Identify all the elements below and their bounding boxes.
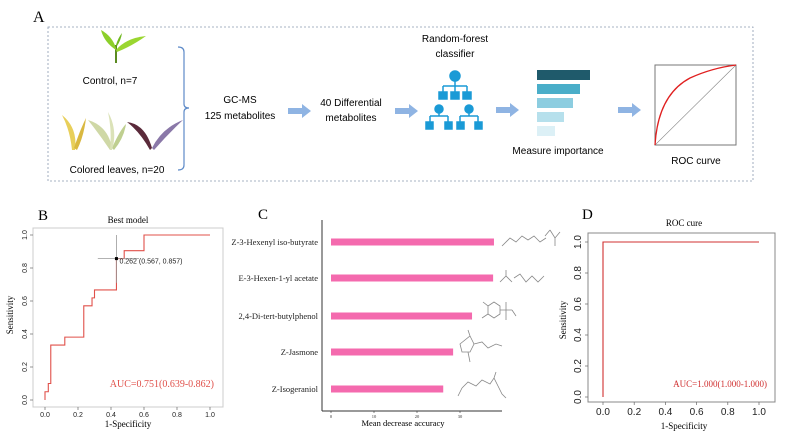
y-tick-label: 0.6	[22, 296, 29, 306]
gcms-label: GC-MS	[223, 95, 257, 106]
importance-bar	[331, 348, 454, 356]
importance-bar	[537, 126, 555, 136]
plot-frame	[587, 232, 776, 403]
importance-bar	[537, 70, 590, 80]
x-tick-label: 0.6	[139, 412, 149, 419]
best-threshold-point	[114, 257, 118, 261]
importance-bar	[537, 98, 573, 108]
x-axis-label: 1-Specificity	[105, 419, 152, 429]
x-tick-label: 0.8	[721, 407, 735, 418]
panel-b-best-model-chart: B Best model 1-Specificity Sensitivity A…	[5, 208, 224, 429]
panel-a: A Control, n=7 Colored leaves, n=20 GC-M…	[33, 9, 754, 182]
x-axis-label: Mean decrease accuracy	[361, 418, 445, 428]
roc-curve-line	[602, 241, 759, 397]
arrow-right-icon	[496, 103, 519, 117]
x-tick-label: 0.4	[106, 412, 116, 419]
auc-annotation: AUC=1.000(1.000-1.000)	[673, 379, 767, 389]
importance-label: Measure importance	[512, 146, 604, 157]
x-tick-label: 0.2	[627, 407, 641, 418]
bracket	[177, 46, 190, 171]
importance-bar	[331, 312, 473, 320]
x-tick-label: 0.2	[73, 412, 83, 419]
y-tick-label: 0.2	[573, 359, 584, 373]
importance-bars-icon	[537, 70, 590, 136]
x-tick-label: 10	[372, 414, 377, 419]
panel-d-roc-chart: D ROC cure 1-Specificity Sensitivity AUC…	[558, 207, 776, 431]
x-tick-label: 0	[330, 414, 333, 419]
panel-label-a: A	[33, 9, 45, 26]
importance-bar	[331, 238, 494, 246]
best-threshold-label: 0.262 (0.567, 0.857)	[119, 259, 182, 266]
rf-label: Random-forest	[422, 34, 488, 45]
y-tick-label: 0.6	[573, 297, 584, 311]
x-tick-label: 0.4	[658, 407, 672, 418]
arrow-right-icon	[288, 104, 311, 118]
auc-annotation: AUC=0.751(0.639-0.862)	[110, 379, 214, 390]
plot-frame	[32, 227, 224, 408]
y-tick-label: 0.0	[573, 390, 584, 404]
importance-bar	[537, 84, 580, 94]
control-leaf-icon	[101, 30, 146, 63]
y-tick-label: 1.0	[573, 235, 584, 249]
roc-label: ROC curve	[671, 156, 721, 167]
chart-title: ROC cure	[666, 218, 702, 228]
importance-bar	[331, 385, 444, 393]
y-tick-label: 0.8	[22, 263, 29, 273]
category-label: Z-Isogeraniol	[272, 384, 319, 394]
molecule-structures	[457, 229, 561, 399]
x-tick-label: 0.0	[40, 412, 50, 419]
y-tick-label: 0.8	[573, 266, 584, 280]
differential-label: 40 Differential	[320, 98, 382, 109]
y-tick-label: 0.4	[22, 329, 29, 339]
arrow-right-icon	[395, 104, 418, 118]
panel-c-importance-chart: C Mean decrease accuracy Z-3-Hexenyl iso…	[231, 207, 561, 428]
x-tick-label: 1.0	[205, 412, 215, 419]
x-tick-label: 30	[458, 414, 463, 419]
roc-curve-icon	[654, 64, 737, 146]
roc-curve-line	[44, 234, 210, 400]
x-tick-label: 0.0	[596, 407, 610, 418]
colored-leaves-icon	[62, 112, 183, 150]
category-label: Z-Jasmone	[281, 347, 319, 357]
x-tick-label: 0.6	[690, 407, 704, 418]
gcms-metabolites-label: 125 metabolites	[205, 111, 276, 122]
y-tick-label: 1.0	[22, 230, 29, 240]
rf-classifier-label: classifier	[436, 49, 476, 60]
flow-arrows	[288, 103, 641, 118]
arrow-right-icon	[618, 103, 641, 117]
y-axis-label: Sensitivity	[5, 295, 15, 334]
y-tick-label: 0.4	[573, 328, 584, 342]
control-label: Control, n=7	[83, 76, 138, 87]
panel-label-b: B	[38, 208, 48, 224]
importance-bar	[537, 112, 564, 122]
category-label: 2,4-Di-tert-butylphenol	[238, 311, 318, 321]
importance-bar	[331, 274, 494, 282]
x-tick-label: 0.8	[172, 412, 182, 419]
panel-label-d: D	[582, 207, 593, 223]
differential-metabolites-label: metabolites	[325, 113, 376, 124]
y-axis-label: Sensitivity	[558, 300, 568, 339]
x-tick-label: 20	[415, 414, 420, 419]
panel-label-c: C	[258, 207, 268, 223]
decision-tree-icon	[425, 70, 483, 130]
category-label: Z-3-Hexenyl iso-butyrate	[231, 237, 318, 247]
colored-leaves-label: Colored leaves, n=20	[70, 165, 165, 176]
category-label: E-3-Hexen-1-yl acetate	[238, 273, 318, 283]
chart-title: Best model	[108, 215, 149, 225]
x-axis-label: 1-Specificity	[661, 421, 708, 431]
y-tick-label: 0.2	[22, 362, 29, 372]
workflow-frame	[47, 26, 754, 182]
y-tick-label: 0.0	[22, 395, 29, 405]
x-tick-label: 1.0	[752, 407, 766, 418]
